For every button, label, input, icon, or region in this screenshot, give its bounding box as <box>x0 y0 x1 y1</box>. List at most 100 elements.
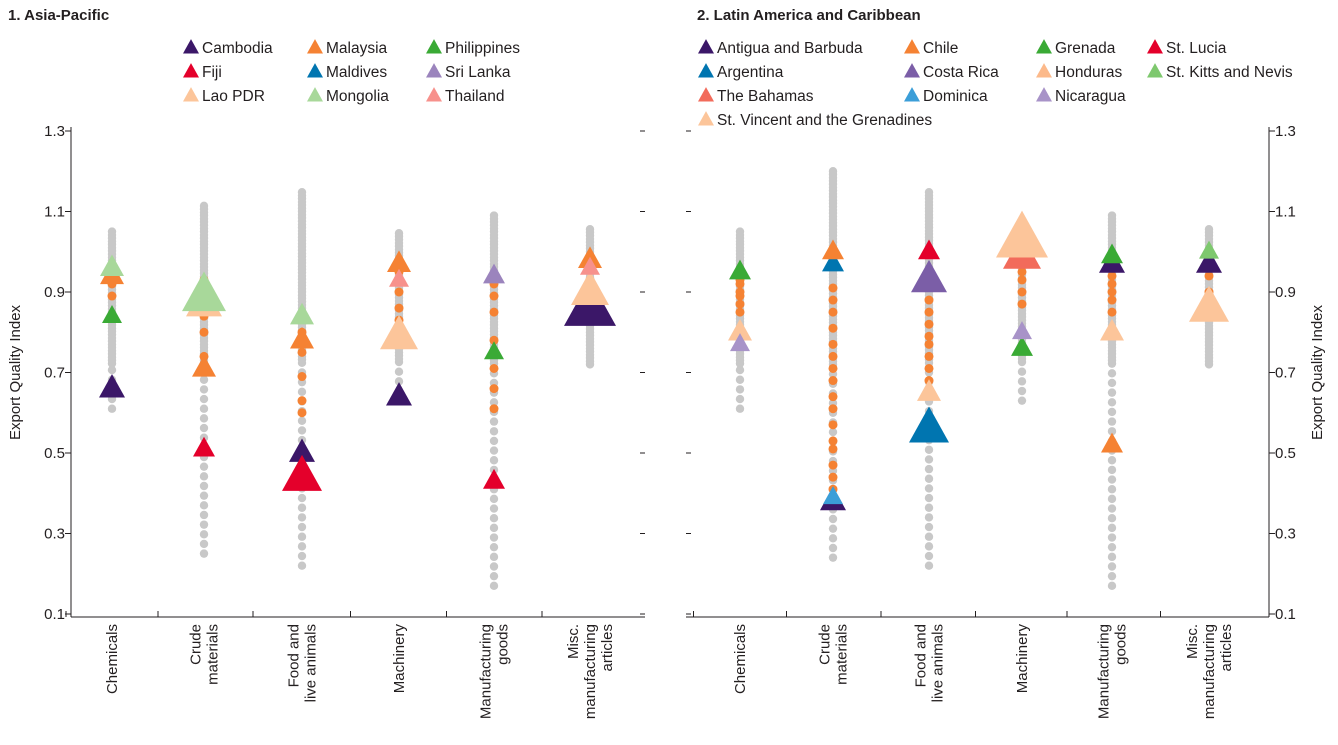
background-point <box>297 493 307 503</box>
background-point <box>199 520 209 529</box>
background-point <box>1107 542 1117 552</box>
legend-marker-dominica <box>904 87 920 102</box>
legend-label-philippines: Philippines <box>445 40 520 57</box>
legend-label-mongolia: Mongolia <box>326 88 389 105</box>
y-tick-label: 0.3 <box>44 526 65 543</box>
marker-grenada <box>1011 336 1033 356</box>
background-point <box>1017 396 1027 405</box>
background-point <box>199 462 209 471</box>
background-point <box>489 436 499 446</box>
background-point <box>297 522 307 532</box>
background-point <box>1107 523 1117 533</box>
background-point <box>1107 398 1117 407</box>
marker-fiji <box>483 468 505 489</box>
background-point <box>1107 407 1117 417</box>
background-point <box>199 375 209 384</box>
legend-label-nicaragua: Nicaragua <box>1055 88 1126 105</box>
background-point <box>828 514 838 524</box>
marker-philippines <box>102 304 122 323</box>
category-label-machinery: Machinery <box>391 624 408 694</box>
highlighted-point <box>489 363 499 373</box>
highlighted-point <box>828 351 838 361</box>
legend-label-chile: Chile <box>923 40 958 57</box>
category-label-misc-manufacturing-articles: manufacturing <box>582 624 599 719</box>
background-point <box>828 167 838 176</box>
highlighted-point <box>1017 275 1027 285</box>
y-tick-label: 0.1 <box>1275 606 1296 623</box>
background-point <box>585 225 595 234</box>
category-label-manufacturing-goods: Manufacturing <box>478 624 495 719</box>
marker-nicaragua <box>1012 321 1032 340</box>
legend-marker-honduras <box>1036 63 1052 78</box>
y-tick-label: 1.1 <box>1275 204 1296 221</box>
highlighted-point <box>828 307 838 317</box>
background-point <box>1107 485 1117 494</box>
highlighted-point <box>1107 287 1117 297</box>
y-tick-label: 1.3 <box>1275 123 1296 140</box>
category-label-misc-manufacturing-articles: articles <box>599 624 616 672</box>
marker-chile <box>822 239 844 260</box>
background-point <box>199 501 209 510</box>
highlighted-point <box>1107 295 1117 305</box>
legend-marker-grenada <box>1036 39 1052 54</box>
highlighted-point <box>828 283 838 293</box>
marker-malaysia <box>290 326 314 349</box>
legend-label-argentina: Argentina <box>717 64 784 81</box>
legend-marker-sri-lanka <box>426 63 442 78</box>
highlighted-point <box>1204 271 1214 281</box>
legend-marker-thailand <box>426 87 442 102</box>
marker-mongolia <box>100 254 124 277</box>
legend-label-cambodia: Cambodia <box>202 40 273 57</box>
panel-title: 1. Asia-Pacific <box>8 7 109 24</box>
background-point <box>735 385 745 394</box>
marker-antigua-and-barbuda <box>1196 249 1222 273</box>
legend-marker-costa-rica <box>904 63 920 78</box>
background-point <box>297 187 307 197</box>
background-point <box>489 398 499 407</box>
category-label-chemicals: Chemicals <box>104 624 121 694</box>
highlighted-point <box>828 420 838 430</box>
background-point <box>1017 386 1027 396</box>
background-point <box>735 394 745 404</box>
background-point <box>828 543 838 553</box>
category-label-crude-materials: Crude <box>817 624 834 665</box>
background-point <box>489 523 499 533</box>
background-point <box>297 503 307 512</box>
background-point <box>1107 533 1117 542</box>
marker-fiji <box>193 436 215 457</box>
category-label-food-and-live-animals: live animals <box>930 624 947 702</box>
marker-grenada <box>729 259 751 280</box>
category-label-crude-materials: materials <box>834 624 851 685</box>
marker-cambodia <box>289 438 315 462</box>
highlighted-point <box>199 327 209 337</box>
highlighted-point <box>1107 271 1117 281</box>
category-label-food-and-live-animals: live animals <box>303 624 320 702</box>
background-point <box>924 551 934 561</box>
marker-st-vincent-and-the-grenadines <box>996 210 1048 258</box>
y-tick-label: 0.9 <box>44 284 65 301</box>
highlighted-point <box>107 291 117 301</box>
background-point <box>199 549 209 558</box>
legend-label-sri-lanka: Sri Lanka <box>445 64 511 81</box>
category-label-manufacturing-goods: goods <box>495 624 512 665</box>
background-point <box>297 513 307 522</box>
marker-sri-lanka <box>483 263 505 284</box>
background-point <box>1107 494 1117 504</box>
legend-marker-chile <box>904 39 920 54</box>
highlighted-point <box>924 307 934 317</box>
background-point <box>394 229 404 238</box>
y-tick-label: 0.5 <box>1275 445 1296 462</box>
legend-label-honduras: Honduras <box>1055 64 1122 81</box>
legend-label-grenada: Grenada <box>1055 40 1116 57</box>
background-point <box>199 539 209 549</box>
background-point <box>924 522 934 532</box>
background-point <box>735 404 745 413</box>
legend-label-costa-rica: Costa Rica <box>923 64 999 81</box>
panel-asia-pacific: 1. Asia-Pacific Export Quality Index 0.1… <box>7 7 645 719</box>
background-point <box>489 581 499 591</box>
background-point <box>199 385 209 394</box>
background-point <box>199 510 209 520</box>
marker-mongolia <box>182 271 226 312</box>
background-point <box>489 514 499 523</box>
